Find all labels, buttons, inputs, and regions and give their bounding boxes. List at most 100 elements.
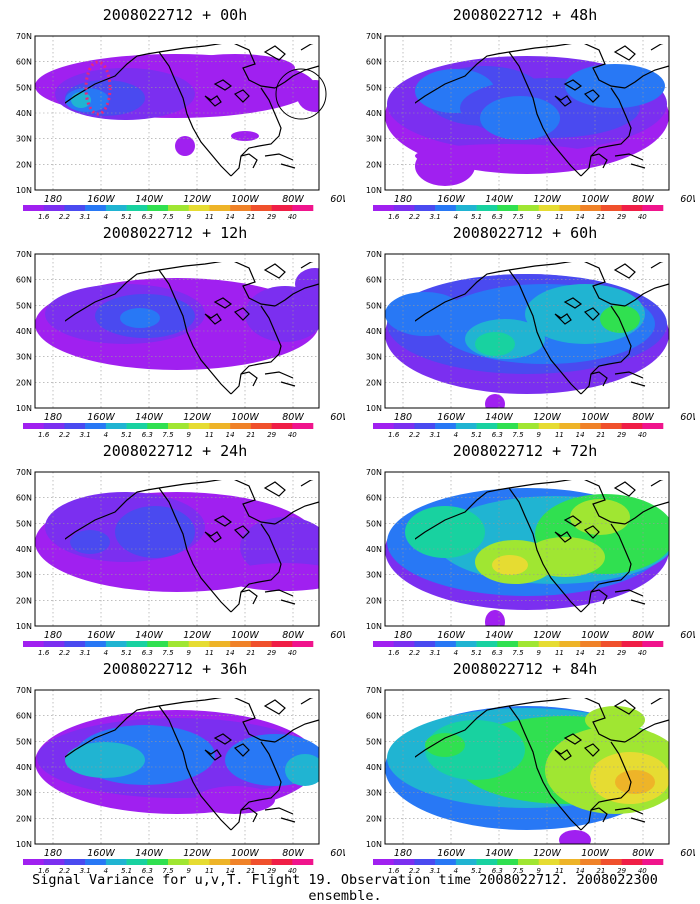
colorbar-swatch [476,641,498,647]
colorbar-swatch [600,859,622,865]
colorbar-swatch [538,423,560,429]
panel-title: 2008022712 + 72h [452,442,598,460]
colorbar-swatch [43,423,65,429]
longitude-label: 140W [135,194,163,205]
colorbar-label: 1.6 [388,213,400,221]
colorbar-swatch [373,641,395,647]
longitude-label: 80W [282,412,304,423]
longitude-label: 120W [533,194,561,205]
colorbar-label: 11 [555,867,564,875]
colorbar-label: 9 [186,431,191,439]
longitude-label: 160W [437,194,465,205]
map-frame [384,471,670,627]
longitude-label: 160W [437,848,465,859]
colorbar-label: 11 [555,649,564,657]
colorbar-label: 5.1 [121,431,132,439]
longitude-label: 140W [135,630,163,641]
latitude-label: 50N [366,737,382,746]
longitude-label: 180 [394,194,412,205]
colorbar-swatch [292,205,314,211]
colorbar-label: 6.3 [142,649,153,657]
latitude-label: 50N [366,519,382,528]
colorbar-swatch [126,641,148,647]
map-plot: 70N 60N 50N 40N 30N 20N 10N 180 160W 140W 120W 100W… [366,468,695,657]
colorbar-label: 21 [596,431,605,439]
colorbar-label: 21 [246,431,255,439]
colorbar-swatch [455,859,477,865]
variance-contour [240,517,319,577]
colorbar-label: 14 [226,431,235,439]
longitude-label: 80W [632,630,654,641]
latitude-label: 70N [366,250,382,259]
colorbar-label: 6.3 [142,867,153,875]
colorbar-label: 4 [454,649,458,657]
colorbar-swatch [559,423,581,429]
colorbar-label: 7.5 [512,649,524,657]
grid-lines [385,690,669,844]
longitude-label: 120W [533,412,561,423]
forecast-panel: 2008022712 + 00h 70N 60N 50N 40N 30N 20N 10N 180… [5,6,345,221]
latitude-label: 20N [366,596,382,605]
colorbar-swatch [642,423,664,429]
longitude-label: 120W [533,848,561,859]
longitude-label: 100W [581,848,609,859]
colorbar-swatch [23,859,45,865]
colorbar-label: 21 [596,213,605,221]
longitude-label: 120W [183,630,211,641]
colorbar-label: 3.1 [430,649,441,657]
latitude-label: 50N [16,737,32,746]
longitude-label: 80W [282,194,304,205]
colorbar-swatch [621,641,643,647]
colorbar-swatch [518,641,540,647]
colorbar-swatch [559,641,581,647]
colorbar-swatch [455,423,477,429]
longitude-label: 100W [581,194,609,205]
colorbar-swatch [188,641,210,647]
longitude-label: 60W [330,194,345,205]
variance-contour [175,54,295,82]
colorbar-swatch [642,641,664,647]
colorbar-label: 7.5 [512,431,524,439]
map-frame [34,253,320,409]
latitude-label: 70N [366,686,382,695]
latitude-label: 70N [16,32,32,41]
colorbar-label: 3.1 [80,213,91,221]
variance-field [385,56,669,186]
panel-title: 2008022712 + 24h [102,442,248,460]
longitude-label: 80W [632,412,654,423]
variance-contour [475,332,515,356]
figure-caption: Signal Variance for u,v,T. Flight 19. Ob… [32,872,658,904]
colorbar-label: 3.1 [430,867,441,875]
coastline [415,480,670,613]
latitude-label: 40N [366,763,382,772]
latitude-label: 30N [366,571,382,580]
colorbar-swatch [168,423,190,429]
colorbar-swatch [126,423,148,429]
longitude-label: 140W [135,412,163,423]
colorbar-swatch [497,205,519,211]
coastline [65,262,320,395]
longitude-label: 60W [680,412,695,423]
colorbar-label: 5.1 [471,213,482,221]
longitude-label: 60W [330,630,345,641]
longitude-label: 120W [183,848,211,859]
colorbar-swatch [559,205,581,211]
latitude-label: 10N [16,622,32,631]
colorbar-swatch [271,423,293,429]
latitude-label: 30N [16,789,32,798]
latitude-label: 70N [366,32,382,41]
colorbar-swatch [23,641,45,647]
latitude-label: 40N [366,327,382,336]
colorbar-swatch [476,859,498,865]
colorbar-label: 7.5 [162,649,174,657]
colorbar-swatch [600,205,622,211]
colorbar-swatch [600,423,622,429]
latitude-label: 40N [16,545,32,554]
latitude-label: 10N [16,186,32,195]
latitude-label: 20N [366,160,382,169]
map-frame [34,35,320,191]
longitude-label: 160W [87,194,115,205]
colorbar-swatch [105,641,127,647]
longitude-label: 180 [44,412,62,423]
colorbar-label: 6.3 [142,431,153,439]
